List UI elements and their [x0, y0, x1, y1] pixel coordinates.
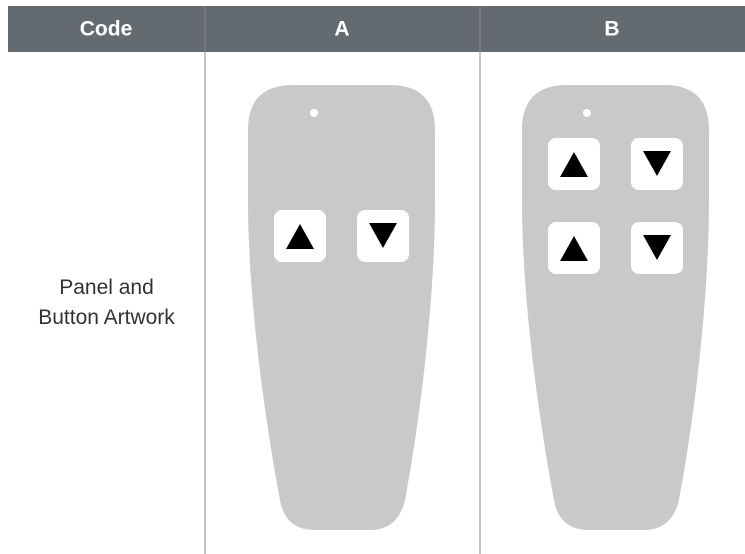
- row-label-cell: Panel and Button Artwork: [8, 52, 205, 554]
- header-cell: B: [604, 18, 619, 41]
- header-cell: A: [334, 18, 349, 41]
- header-cell: Code: [80, 18, 133, 41]
- remote-a: [248, 85, 435, 530]
- row-label: Panel and Button Artwork: [38, 276, 175, 329]
- header-row: [8, 6, 745, 52]
- remote-b: [522, 85, 709, 530]
